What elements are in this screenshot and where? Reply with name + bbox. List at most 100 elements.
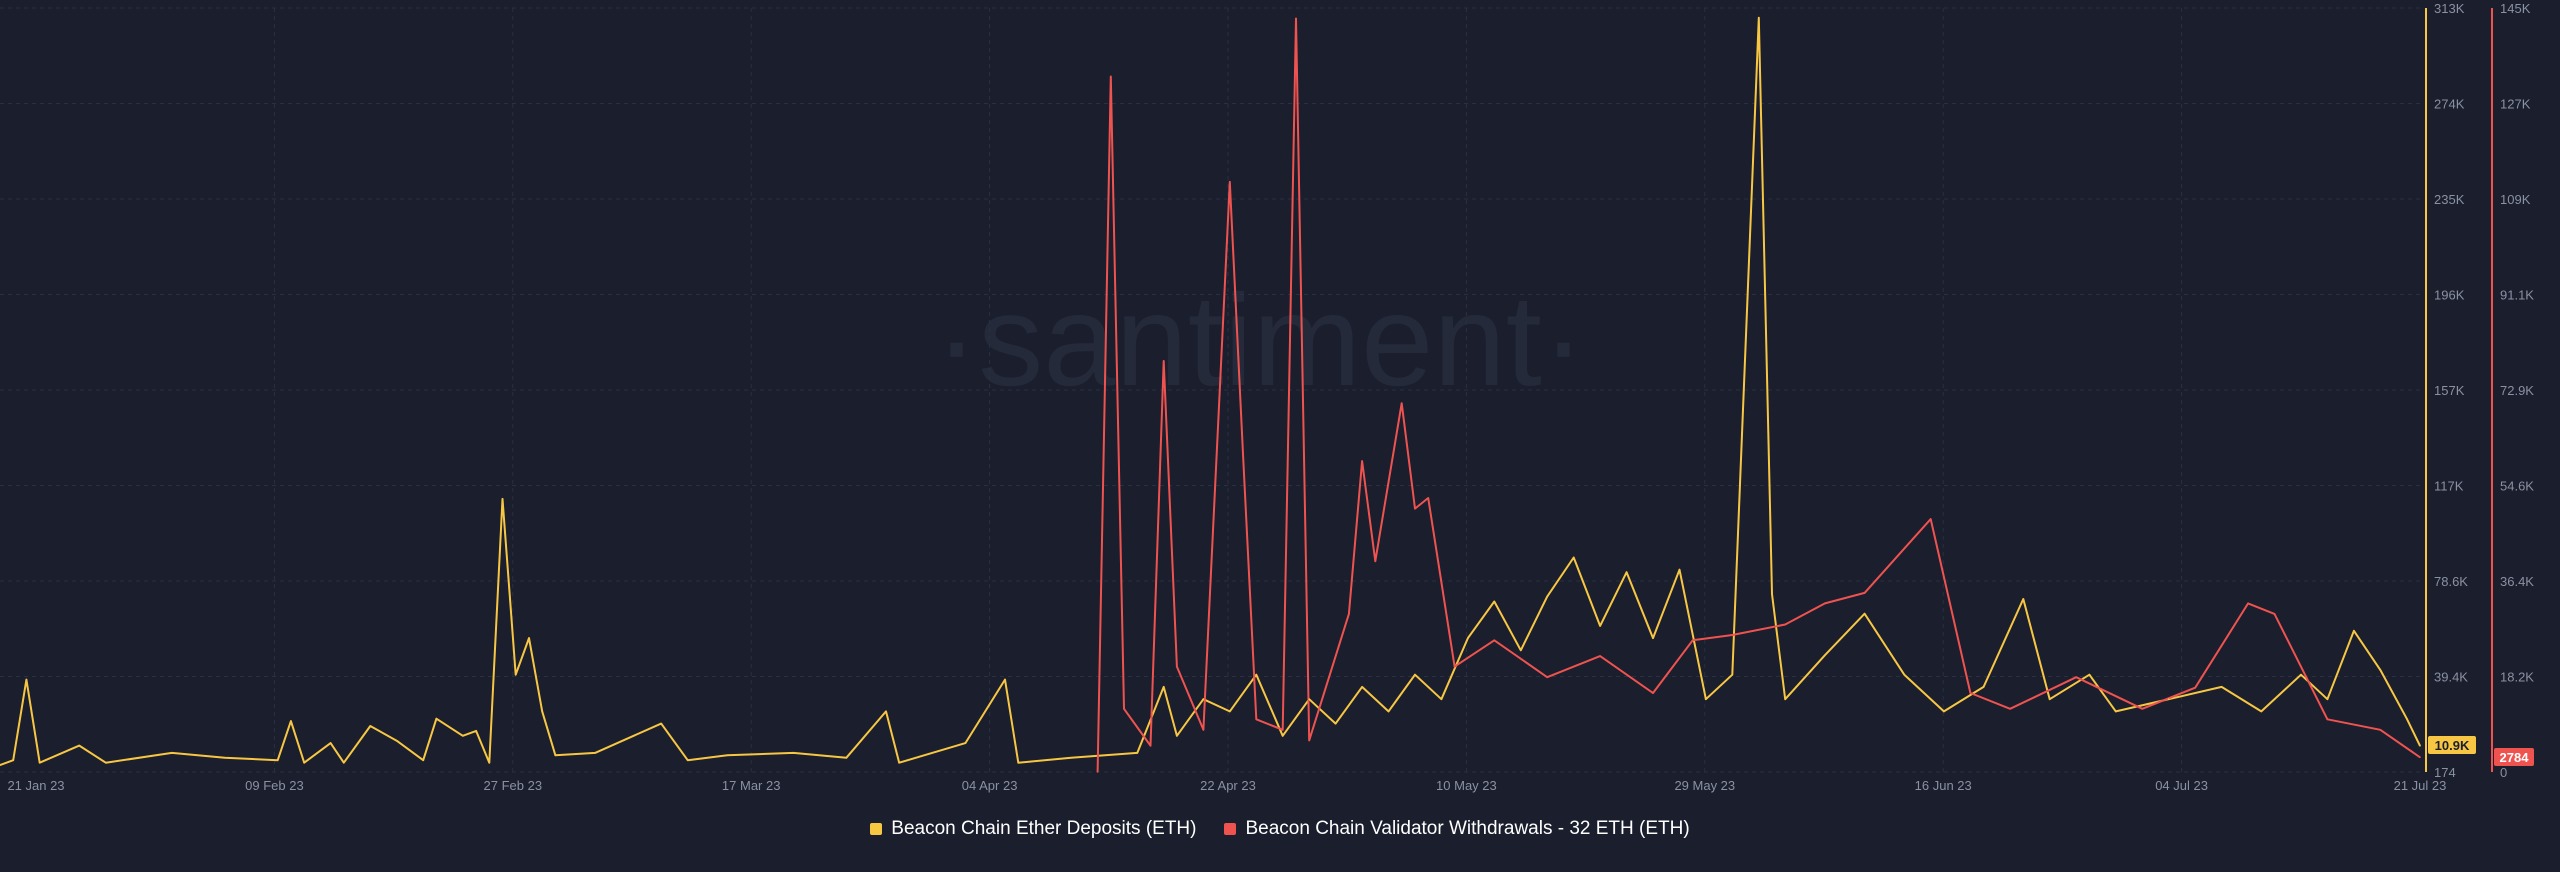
deposits-point xyxy=(488,761,491,764)
deposits-point xyxy=(105,761,107,764)
y-left-tick-label: 313K xyxy=(2434,1,2465,16)
deposits-point xyxy=(726,754,729,757)
deposits-point xyxy=(1004,678,1006,681)
series-layer xyxy=(0,16,2421,773)
deposits-point xyxy=(2353,630,2355,632)
withdrawals-point xyxy=(1202,729,1205,731)
y-left-tick-label: 78.6K xyxy=(2434,574,2468,589)
deposits-point xyxy=(501,498,504,500)
withdrawals-point xyxy=(1229,181,1231,183)
x-tick-label: 17 Mar 23 xyxy=(722,778,781,793)
withdrawals-point xyxy=(1110,75,1112,78)
y-right-tick-label: 0 xyxy=(2500,765,2507,780)
x-tick-label: 27 Feb 23 xyxy=(484,778,543,793)
withdrawals-point xyxy=(1652,692,1654,694)
withdrawals-point xyxy=(1176,665,1178,668)
deposits-point xyxy=(2379,669,2382,671)
deposits-point xyxy=(2326,698,2329,700)
withdrawals-point xyxy=(1308,739,1310,742)
deposits-point xyxy=(2022,598,2025,600)
legend-item-withdrawals[interactable]: Beacon Chain Validator Withdrawals - 32 … xyxy=(1224,818,1690,840)
deposits-point xyxy=(554,754,557,757)
legend-withdrawals-label: Beacon Chain Validator Withdrawals - 32 … xyxy=(1245,818,1690,839)
withdrawals-last-value-badge xyxy=(2494,748,2534,766)
x-tick-label: 04 Apr 23 xyxy=(962,778,1018,793)
withdrawals-point xyxy=(1546,676,1548,678)
deposits-last-value-text: 10.9K xyxy=(2435,738,2470,753)
withdrawals-point xyxy=(1255,718,1258,721)
deposits-point xyxy=(2419,745,2421,747)
legend-item-deposits[interactable]: Beacon Chain Ether Deposits (ETH) xyxy=(870,818,1196,840)
deposits-point xyxy=(1361,686,1363,688)
withdrawals-point xyxy=(1281,729,1284,731)
y-right-tick-label: 127K xyxy=(2500,97,2531,112)
deposits-point xyxy=(343,761,345,764)
deposits-point xyxy=(2167,698,2170,700)
withdrawals-last-value-text: 2784 xyxy=(2500,750,2530,765)
deposits-last-value-badge xyxy=(2428,736,2476,754)
deposits-point xyxy=(1572,556,1575,559)
deposits-point xyxy=(1982,686,1985,688)
x-tick-label: 21 Jul 23 xyxy=(2394,778,2447,793)
deposits-point xyxy=(1493,600,1496,603)
deposits-point xyxy=(1308,698,1310,700)
deposits-point xyxy=(12,759,14,761)
watermark: ·santiment· xyxy=(935,267,1585,413)
deposits-point xyxy=(329,742,332,744)
x-tick-label: 10 May 23 xyxy=(1436,778,1497,793)
x-tick-label: 16 Jun 23 xyxy=(1915,778,1972,793)
deposits-point xyxy=(1202,698,1205,700)
deposits-point xyxy=(0,764,1,766)
y-right-tick-label: 91.1K xyxy=(2500,288,2534,303)
deposits-point xyxy=(25,678,28,681)
deposits-point xyxy=(395,739,398,742)
y-left-tick-label: 157K xyxy=(2434,383,2465,398)
withdrawals-point xyxy=(2379,729,2382,731)
deposits-point xyxy=(1467,637,1469,639)
y-left-tick-label: 196K xyxy=(2434,288,2465,303)
deposits-point xyxy=(1546,595,1548,598)
x-tick-label: 22 Apr 23 xyxy=(1200,778,1256,793)
deposits-point xyxy=(2048,698,2051,700)
deposits-point xyxy=(1678,568,1681,571)
withdrawals-point xyxy=(1691,639,1694,642)
withdrawals-point xyxy=(1863,592,1866,594)
deposits-point xyxy=(78,744,81,747)
x-tick-label: 21 Jan 23 xyxy=(7,778,64,793)
y-left-tick-label: 235K xyxy=(2434,192,2465,207)
legend-deposits-label: Beacon Chain Ether Deposits (ETH) xyxy=(891,818,1197,839)
y-right-tick-label: 54.6K xyxy=(2500,479,2534,494)
deposits-point xyxy=(224,757,226,759)
deposits-point xyxy=(38,761,41,764)
grid-lines xyxy=(0,7,2420,773)
axes: 313K 145K 274K 127K 235K 109K 196K 91.1K 157K 72.… xyxy=(7,1,2534,793)
deposits-swatch xyxy=(870,823,883,835)
deposits-point xyxy=(845,757,848,759)
deposits-point xyxy=(1070,757,1072,759)
deposits-point xyxy=(2088,673,2091,676)
deposits-point xyxy=(2260,710,2263,713)
y-right-tick-label: 18.2K xyxy=(2500,670,2534,685)
y-left-tick-label: 39.4K xyxy=(2434,670,2468,685)
withdrawals-point xyxy=(2141,708,2144,710)
withdrawals-point xyxy=(1361,460,1363,462)
deposits-point xyxy=(369,725,372,727)
deposits-point xyxy=(660,722,662,725)
deposits-point xyxy=(1255,673,1258,676)
deposits-point xyxy=(964,742,967,744)
x-tick-label: 29 May 23 xyxy=(1674,778,1735,793)
withdrawals-point xyxy=(1453,665,1456,668)
withdrawals-point xyxy=(1731,634,1734,636)
deposits-point xyxy=(1758,17,1760,19)
withdrawals-point xyxy=(1784,623,1786,626)
withdrawals-point xyxy=(1162,360,1165,362)
withdrawals-point xyxy=(1242,455,1244,457)
deposits-point xyxy=(686,759,689,761)
deposits-point xyxy=(514,673,517,676)
withdrawals-point xyxy=(1427,497,1429,499)
withdrawals-point xyxy=(1348,613,1350,615)
deposits-point xyxy=(303,761,306,764)
deposits-point xyxy=(2220,686,2223,688)
withdrawals-point xyxy=(1149,744,1152,747)
